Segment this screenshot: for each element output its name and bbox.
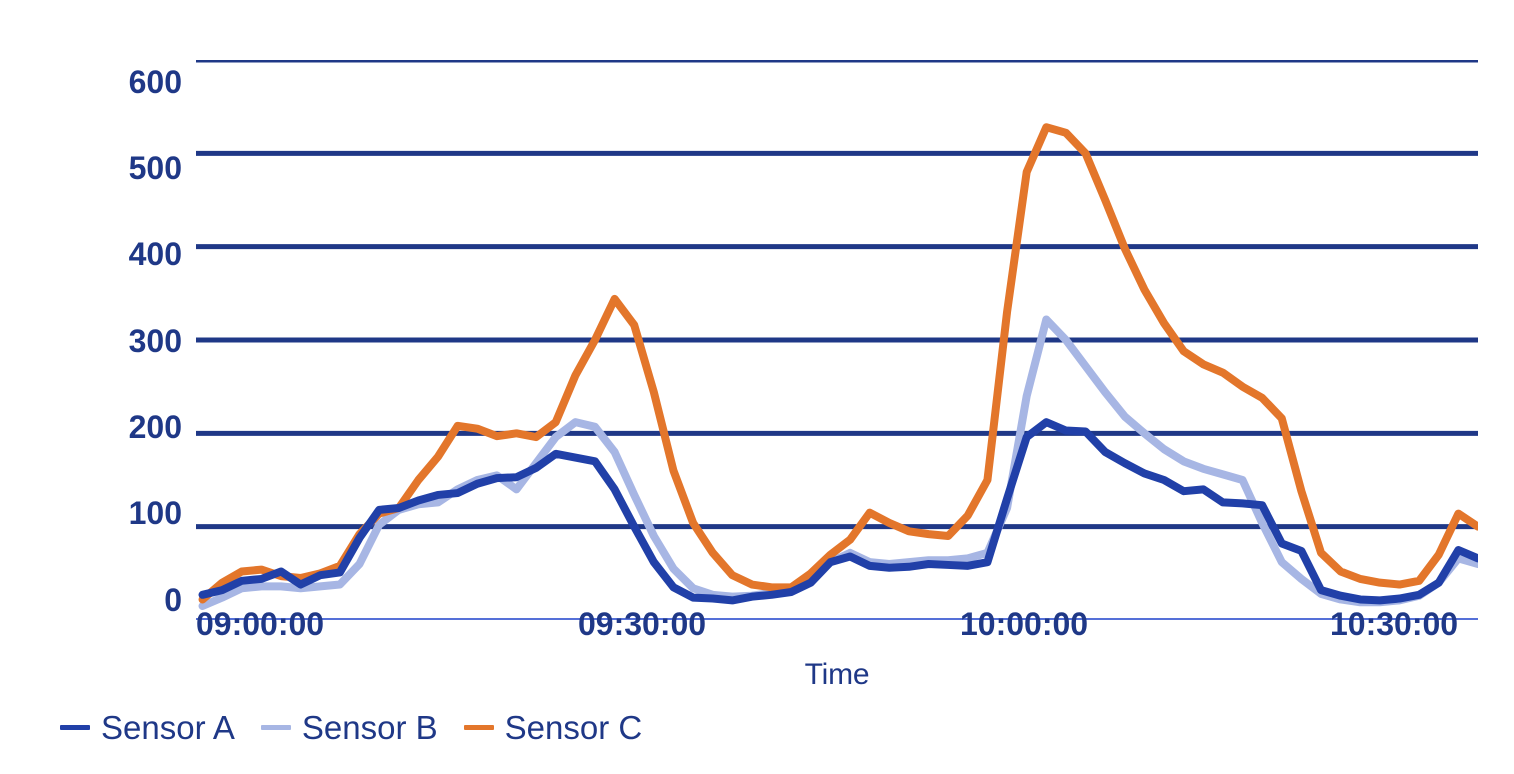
y-axis-tick-labels: 600 500 400 300 200 100 0 bbox=[60, 0, 182, 774]
y-tick-label: 100 bbox=[128, 495, 182, 531]
line-swatch-icon bbox=[463, 724, 494, 730]
y-tick-label: 0 bbox=[164, 582, 182, 618]
line-swatch-icon bbox=[260, 724, 291, 730]
line-swatch-icon bbox=[60, 724, 90, 730]
x-tick-label: 10:30:00 bbox=[1330, 606, 1459, 642]
y-tick-label: 400 bbox=[128, 236, 182, 272]
series-lines bbox=[198, 123, 1478, 610]
gridlines bbox=[196, 60, 1478, 620]
plot-area bbox=[196, 60, 1478, 620]
x-tick-label: 10:00:00 bbox=[960, 606, 1089, 642]
y-tick-label: 500 bbox=[128, 150, 182, 186]
legend-label: Sensor C bbox=[504, 708, 643, 746]
plot-svg bbox=[196, 60, 1478, 620]
legend: Sensor A Sensor B Sensor C bbox=[60, 704, 668, 750]
x-axis-title: Time bbox=[804, 658, 870, 691]
legend-item-sensor-a[interactable]: Sensor A bbox=[60, 711, 235, 744]
y-tick-label: 600 bbox=[128, 64, 182, 100]
series-line-sensor-a bbox=[198, 418, 1478, 605]
x-axis-tick-labels: 09:00:00 09:30:00 10:00:00 10:30:00 bbox=[0, 608, 1514, 652]
y-tick-label: 300 bbox=[128, 323, 182, 359]
x-tick-label: 09:30:00 bbox=[578, 606, 707, 642]
series-line-sensor-c bbox=[198, 123, 1478, 604]
legend-label: Sensor B bbox=[301, 708, 438, 746]
y-tick-label: 200 bbox=[128, 409, 182, 445]
legend-item-sensor-b[interactable]: Sensor B bbox=[260, 708, 438, 746]
legend-item-sensor-c[interactable]: Sensor C bbox=[463, 708, 643, 746]
legend-label: Sensor A bbox=[101, 708, 235, 746]
x-tick-label: 09:00:00 bbox=[196, 606, 325, 642]
